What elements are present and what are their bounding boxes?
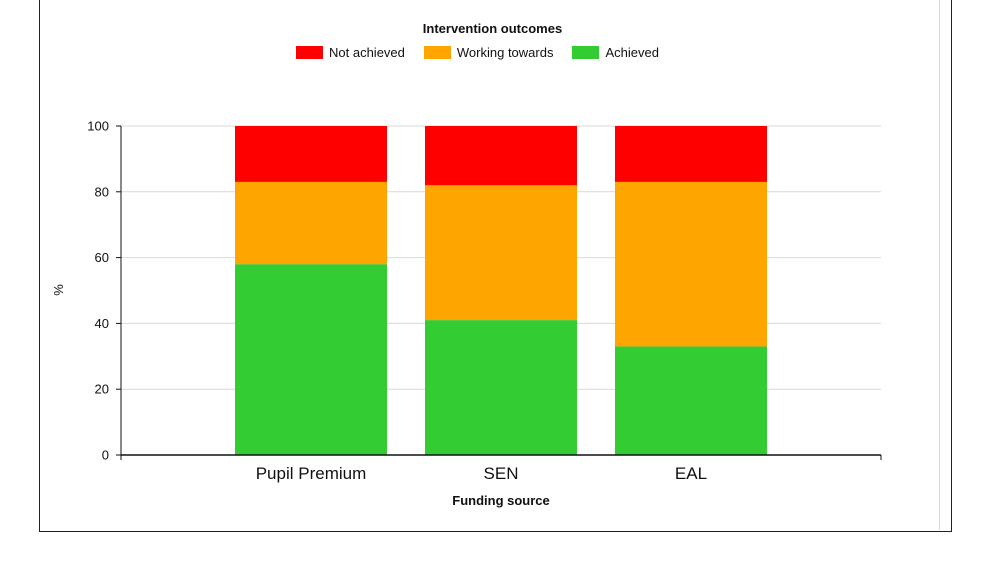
x-axis-title: Funding source [452,493,550,508]
y-tick-label-20: 20 [95,382,109,397]
legend-swatch-not-achieved [296,45,323,59]
axes [120,126,882,460]
bar-eal-achieved [615,346,767,455]
y-tick-label-80: 80 [95,184,109,199]
legend-item-achieved: Achieved [572,44,659,60]
chart-frame [39,0,952,532]
legend-item-working-towards: Working towards [423,44,554,60]
bar-sen-not-achieved [425,126,577,186]
x-tick-label-eal: EAL [675,464,707,483]
bar-pupil-premium-not-achieved [235,126,387,182]
bar-eal-not-achieved [615,126,767,182]
legend: Not achieved Working towards Achieved [296,44,659,60]
bars [235,126,767,455]
legend-swatch-achieved [572,45,600,59]
y-tick-label-60: 60 [95,250,109,265]
bar-pupil-premium-working-towards [235,181,387,265]
bar-sen-working-towards [425,185,577,321]
legend-label-working-towards: Working towards [456,44,554,60]
bar-sen-achieved [425,320,577,455]
x-tick-label-pupil-premium: Pupil Premium [256,464,367,483]
y-tick-label-100: 100 [87,119,109,134]
x-tick-labels: Pupil Premium SEN EAL [256,464,707,483]
bar-pupil-premium-achieved [235,264,387,455]
frame-inner-divider [939,0,940,530]
legend-label-not-achieved: Not achieved [329,44,405,60]
legend-swatch-working-towards [423,45,451,59]
legend-item-not-achieved: Not achieved [296,45,405,60]
bar-eal-working-towards [615,181,767,347]
x-tick-label-sen: SEN [484,464,519,483]
legend-title: Intervention outcomes [422,21,563,36]
legend-label-achieved: Achieved [605,44,659,60]
y-axis-title: % [51,284,66,296]
y-tick-labels: 0 20 40 60 80 100 [87,119,109,463]
y-tick-label-40: 40 [95,316,109,331]
y-tick-label-0: 0 [102,448,109,463]
